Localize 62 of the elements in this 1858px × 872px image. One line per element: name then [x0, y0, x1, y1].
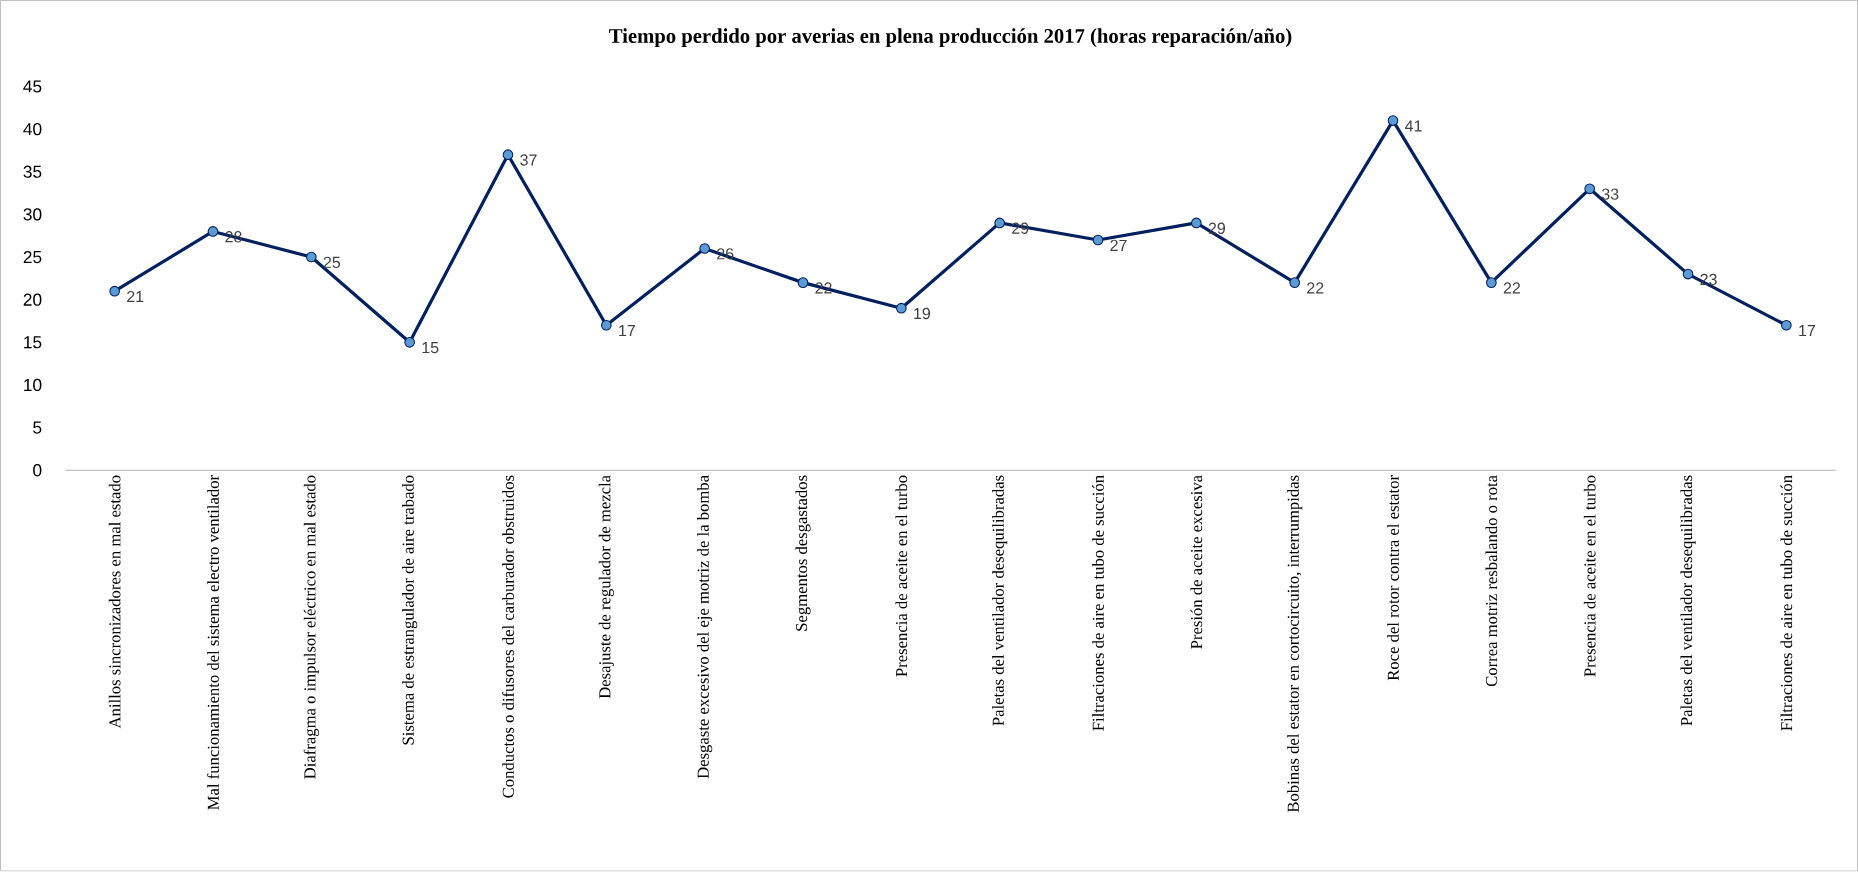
point — [207, 226, 219, 238]
x-tick-label: Sistema de estrangulador de aire trabado — [402, 475, 418, 745]
data-label: 41 — [1405, 120, 1422, 132]
x-tick-label: Desajuste de regulador de mezcla — [598, 475, 614, 699]
y-tick-label: 15 — [24, 336, 42, 349]
x-tick-label: Conductos o difusores del carburador obstruidos — [502, 475, 514, 798]
data-label: 19 — [914, 308, 930, 320]
chart-title: Tiempo perdido por averias en plena producción 2017 (horas reparación/año) — [609, 28, 1292, 48]
point — [600, 320, 612, 331]
data-label: 29 — [1208, 222, 1225, 235]
y-tick-label: 5 — [33, 421, 42, 434]
point — [109, 286, 120, 297]
x-tick-label: Paletas del ventilador desequilibradas — [1680, 475, 1696, 726]
x-tick-label: Presencia de aceite en el turbo — [895, 475, 908, 677]
y-tick-label: 40 — [23, 123, 42, 136]
data-label: 25 — [323, 256, 341, 269]
x-tick-label: Roce del rotor contra el estator — [1387, 475, 1399, 681]
data-label: 22 — [815, 282, 832, 294]
data-label: 15 — [422, 342, 439, 354]
x-tick-label: Segmentos desgastados — [795, 475, 811, 631]
y-tick-label: 45 — [23, 80, 42, 93]
point — [797, 277, 809, 289]
y-tick-label: 25 — [23, 251, 42, 264]
point — [1781, 320, 1792, 331]
x-tick-label: Filtraciones de aire en tubo de succión — [1092, 475, 1104, 731]
point — [1387, 115, 1399, 127]
y-tick-label: 30 — [23, 208, 42, 221]
data-label: 22 — [1307, 282, 1324, 294]
point — [1486, 277, 1497, 289]
data-label: 27 — [1110, 239, 1127, 252]
y-tick-label: 20 — [23, 293, 42, 307]
point — [1584, 183, 1596, 195]
y-tick-label: 0 — [33, 464, 42, 477]
data-label: 22 — [1503, 282, 1520, 294]
point — [994, 217, 1005, 229]
x-tick-label: Presencia de aceite en el turbo — [1583, 475, 1596, 677]
data-label: 17 — [1799, 325, 1815, 337]
point — [1092, 234, 1104, 246]
x-tick-label: Filtraciones de aire en tubo de succión — [1780, 475, 1793, 731]
point — [895, 303, 907, 314]
x-tick-label: Paletas del ventilador desequilibradas — [992, 475, 1008, 726]
data-label: 37 — [520, 154, 537, 166]
point — [1682, 268, 1694, 280]
point — [1191, 217, 1202, 229]
x-tick-label: Bobinas del estator en cortocircuito, interrumpidas — [1287, 475, 1303, 813]
x-tick-label: Mal funcionamiento del sistema electro ventilador — [207, 475, 219, 811]
x-tick-label: Presión de aceite excesiva — [1190, 475, 1203, 650]
point — [502, 149, 514, 161]
data-label: 17 — [619, 325, 635, 337]
x-tick-label: Correa motriz resbalando o rota — [1485, 475, 1498, 687]
data-label: 33 — [1601, 188, 1619, 201]
y-tick-label: 10 — [24, 379, 42, 392]
point — [699, 243, 710, 255]
point — [404, 337, 415, 348]
x-tick-label: Anillos sincronizadores en mal estado — [108, 475, 121, 729]
data-label: 23 — [1700, 273, 1717, 286]
point — [305, 251, 317, 263]
data-label: 21 — [127, 291, 144, 303]
x-tick-label: Diafragma o impulsor eléctrico en mal estado — [303, 475, 319, 780]
x-tick-label: Desgaste excesivo del eje motriz de la bomba — [697, 475, 713, 779]
point — [1289, 277, 1301, 289]
y-tick-label: 35 — [23, 165, 42, 179]
